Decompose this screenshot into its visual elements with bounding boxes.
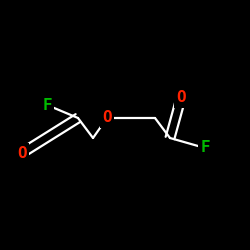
Text: F: F [200,140,210,156]
Text: O: O [176,90,186,106]
Text: O: O [102,110,112,126]
Text: F: F [42,98,52,112]
Text: O: O [17,146,27,160]
